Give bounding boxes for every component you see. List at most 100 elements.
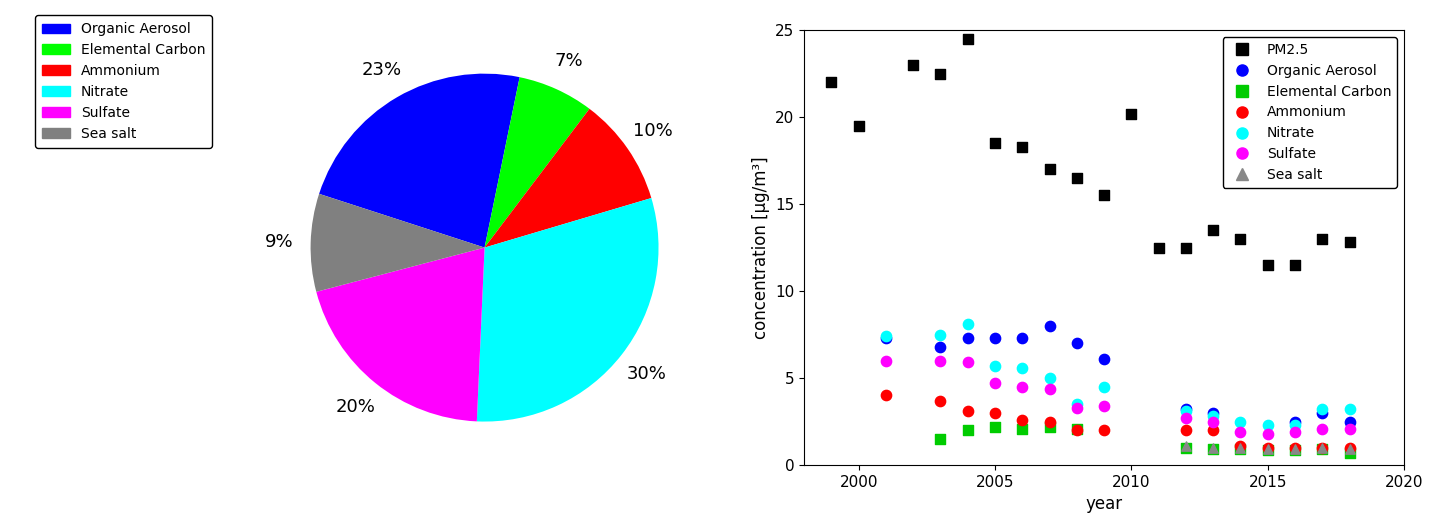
Point [1283,417,1306,426]
Point [1310,425,1333,433]
Point [1256,429,1279,438]
Point [901,60,924,69]
Point [1093,355,1116,363]
Wedge shape [477,198,658,421]
Point [874,334,897,342]
Point [1201,417,1224,426]
Point [1201,226,1224,234]
Wedge shape [485,77,589,248]
Point [1256,444,1279,452]
Point [1256,261,1279,269]
Wedge shape [485,109,651,248]
Point [929,342,952,351]
Point [1011,334,1034,342]
Point [1066,426,1089,435]
Wedge shape [311,194,485,292]
Wedge shape [320,74,520,248]
Point [1201,426,1224,435]
Point [1310,405,1333,413]
Point [1310,444,1333,452]
Point [1175,407,1198,416]
Point [1228,445,1251,454]
Point [1283,444,1306,452]
Point [1228,428,1251,436]
Point [956,426,979,435]
Point [1120,109,1143,118]
Point [1093,191,1116,200]
Point [1175,414,1198,422]
Point [1066,400,1089,409]
Point [1038,384,1061,393]
Point [1201,412,1224,421]
Point [984,422,1007,431]
Point [1175,426,1198,435]
Point [1011,416,1034,424]
Point [1093,402,1116,410]
Point [956,407,979,416]
Point [1066,403,1089,412]
Point [1228,235,1251,243]
Y-axis label: concentration [μg/m³]: concentration [μg/m³] [752,156,769,339]
Text: 20%: 20% [336,399,376,417]
Point [1201,445,1224,454]
Point [874,357,897,365]
Point [1175,405,1198,413]
Point [1228,441,1251,450]
Point [1256,445,1279,454]
Point [1338,448,1361,457]
Point [1066,425,1089,433]
Text: 10%: 10% [634,122,672,139]
Point [1338,425,1361,433]
Point [984,361,1007,370]
Point [929,69,952,78]
Point [956,334,979,342]
Point [929,357,952,365]
Point [1228,417,1251,426]
Point [1093,426,1116,435]
Point [1283,261,1306,269]
Point [956,34,979,43]
Point [1175,243,1198,252]
Legend: Organic Aerosol, Elemental Carbon, Ammonium, Nitrate, Sulfate, Sea salt: Organic Aerosol, Elemental Carbon, Ammon… [35,15,212,148]
Point [1201,444,1224,452]
Point [1310,235,1333,243]
Text: 7%: 7% [554,51,583,69]
Point [1338,445,1361,454]
Point [1038,417,1061,426]
Point [1011,364,1034,372]
Point [1283,446,1306,455]
Point [956,358,979,367]
Point [1201,409,1224,417]
Point [1038,374,1061,382]
Point [1338,238,1361,246]
Point [1338,444,1361,452]
Legend: PM2.5, Organic Aerosol, Elemental Carbon, Ammonium, Nitrate, Sulfate, Sea salt: PM2.5, Organic Aerosol, Elemental Carbon… [1223,37,1397,188]
Point [1066,339,1089,348]
Point [1038,422,1061,431]
Point [819,78,842,86]
Point [984,409,1007,417]
Point [1038,322,1061,330]
Wedge shape [317,248,485,421]
Point [1283,428,1306,436]
X-axis label: year: year [1086,496,1123,514]
Point [1283,421,1306,429]
Point [1011,425,1034,433]
Point [1310,444,1333,452]
Point [1066,174,1089,182]
Point [1011,143,1034,151]
Point [1310,445,1333,454]
Point [1093,383,1116,391]
Text: 30%: 30% [626,365,667,383]
Point [1256,421,1279,429]
Point [929,330,952,339]
Point [984,139,1007,147]
Point [1338,405,1361,413]
Point [1338,417,1361,426]
Point [1310,409,1333,417]
Point [1011,383,1034,391]
Point [1148,243,1171,252]
Point [956,320,979,329]
Point [1256,446,1279,455]
Point [984,379,1007,387]
